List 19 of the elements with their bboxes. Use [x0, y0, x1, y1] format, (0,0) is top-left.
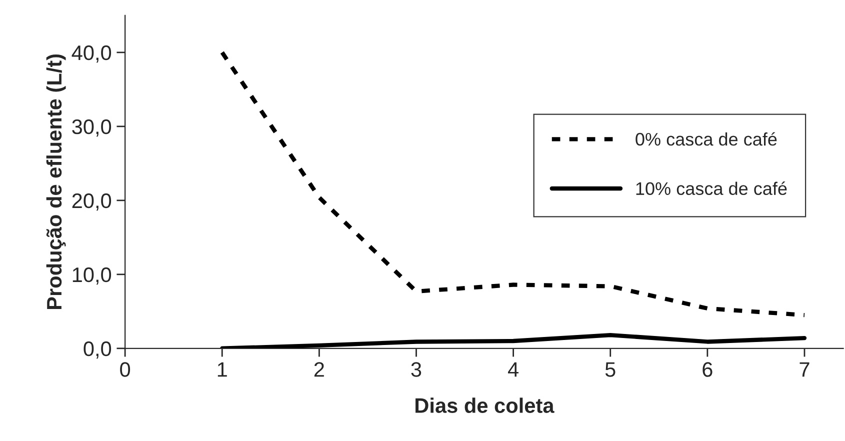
- x-tick-label: 0: [120, 362, 130, 377]
- x-tick-label: 7: [800, 362, 810, 377]
- legend-label: 0% casca de café: [636, 132, 777, 146]
- x-tick-label: 1: [218, 362, 227, 377]
- legend-label: 10% casca de café: [636, 182, 787, 196]
- y-tick-label: 40,0: [72, 45, 112, 63]
- y-tick-label: 20,0: [72, 193, 112, 211]
- x-tick-label: 6: [702, 362, 712, 377]
- y-axis-title: Produção de efluente (L/t): [46, 54, 66, 309]
- x-tick-label: 5: [605, 362, 616, 377]
- x-tick-label: 4: [508, 362, 518, 377]
- line-series: [220, 332, 807, 348]
- y-tick-label: 0,0: [84, 341, 112, 359]
- line-series: [220, 50, 807, 318]
- y-tick-label: 10,0: [72, 267, 112, 285]
- y-tick-label: 30,0: [72, 119, 112, 137]
- x-axis-title: Dias de coleta: [416, 398, 554, 413]
- x-tick-label: 2: [314, 362, 324, 377]
- x-tick-label: 3: [411, 362, 422, 377]
